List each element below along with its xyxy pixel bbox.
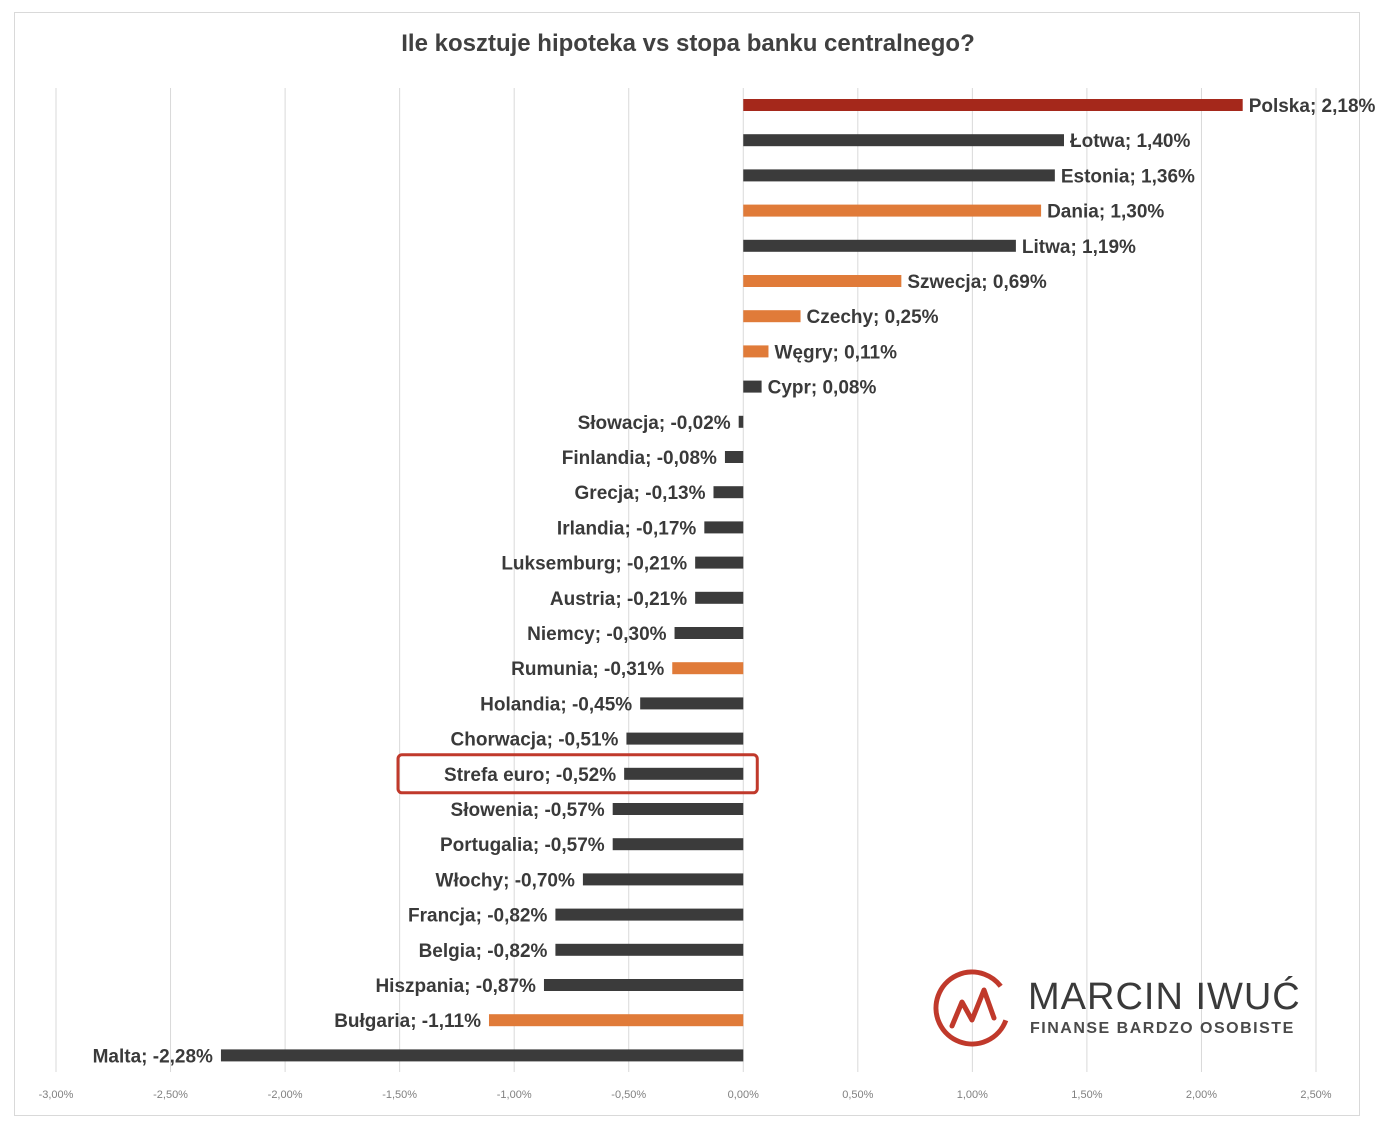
bar-portugalia: [612, 838, 744, 851]
bar-estonia: [743, 169, 1055, 182]
x-tick-label: -2,00%: [268, 1089, 303, 1101]
x-tick-label: 2,50%: [1300, 1089, 1331, 1101]
data-label: Estonia; 1,36%: [1061, 166, 1195, 187]
data-label: Austria; -0,21%: [550, 589, 687, 610]
bar-chorwacja: [626, 732, 744, 745]
logo-mark-icon: [933, 969, 1011, 1047]
data-label: Szwecja; 0,69%: [907, 272, 1047, 293]
bar-holandia: [640, 697, 744, 710]
data-label: Polska; 2,18%: [1249, 96, 1376, 117]
bar-strefa-euro: [624, 767, 744, 780]
bar-niemcy: [674, 627, 744, 639]
bar-grecja: [713, 486, 744, 499]
data-label: Malta; -2,28%: [93, 1046, 213, 1067]
data-label: Włochy; -0,70%: [436, 870, 575, 891]
bar-włochy: [582, 873, 744, 886]
author-logo: MARCIN IWUĆ FINANSE BARDZO OSOBISTE: [932, 968, 1352, 1048]
x-tick-label: 2,00%: [1186, 1089, 1217, 1101]
bar-słowenia: [612, 803, 744, 815]
bar-malta: [220, 1049, 744, 1062]
bar-cypr: [743, 380, 762, 393]
data-label: Grecja; -0,13%: [575, 483, 706, 504]
data-label: Słowenia; -0,57%: [451, 800, 605, 821]
x-tick-label: 0,00%: [728, 1089, 759, 1101]
bar-rumunia: [672, 662, 744, 675]
x-tick-label: 1,50%: [1071, 1089, 1102, 1101]
x-tick-label: -1,00%: [497, 1089, 532, 1101]
bar-francja: [555, 908, 744, 921]
data-label: Francja; -0,82%: [408, 906, 547, 927]
x-tick-label: 0,50%: [842, 1089, 873, 1101]
data-label: Holandia; -0,45%: [480, 694, 632, 715]
bar-słowacja: [738, 415, 744, 428]
data-label: Rumunia; -0,31%: [511, 659, 664, 680]
data-label: Finlandia; -0,08%: [562, 448, 717, 469]
bar-belgia: [555, 943, 744, 956]
data-label: Hiszpania; -0,87%: [375, 976, 536, 997]
gridlines: [55, 88, 1317, 1072]
bar-szwecja: [743, 275, 902, 287]
bar-finlandia: [724, 451, 744, 463]
x-tick-label: -2,50%: [153, 1089, 188, 1101]
data-label: Słowacja; -0,02%: [578, 413, 731, 434]
highlight-box: [396, 753, 759, 795]
data-label: Litwa; 1,19%: [1022, 237, 1136, 258]
bar-węgry: [743, 345, 769, 358]
x-tick-label: -1,50%: [382, 1089, 417, 1101]
bar-luksemburg: [695, 556, 744, 569]
data-label: Portugalia; -0,57%: [440, 835, 605, 856]
bar-austria: [695, 591, 744, 604]
bar-łotwa: [743, 134, 1064, 147]
data-label: Czechy; 0,25%: [807, 307, 939, 328]
highlight-box-layer: [396, 753, 759, 795]
data-label: Węgry; 0,11%: [774, 342, 897, 363]
chart-title: Ile kosztuje hipoteka vs stopa banku cen…: [401, 30, 975, 57]
x-axis-ticks: -3,00% -2,50% -2,00% -1,50% -1,00% -0,50% 0,00…: [39, 1089, 1332, 1101]
bar-bułgaria: [488, 1014, 744, 1027]
bar-litwa: [743, 239, 1016, 252]
chart-frame: [14, 12, 1360, 1116]
bar-czechy: [743, 310, 801, 323]
data-label: Strefa euro; -0,52%: [444, 765, 616, 786]
x-tick-label: -0,50%: [611, 1089, 646, 1101]
bar-irlandia: [704, 521, 744, 534]
logo-tagline: FINANSE BARDZO OSOBISTE: [1030, 1020, 1295, 1037]
data-label: Niemcy; -0,30%: [527, 624, 667, 645]
data-label: Łotwa; 1,40%: [1070, 131, 1190, 152]
bar-hiszpania: [543, 979, 744, 991]
data-labels: Polska; 2,18% Łotwa; 1,40% Estonia; 1,36% D…: [93, 96, 1376, 1067]
bar-polska: [743, 99, 1243, 111]
bars: [220, 99, 1243, 1062]
bar-dania: [743, 204, 1042, 217]
data-label: Chorwacja; -0,51%: [451, 730, 619, 751]
data-label: Luksemburg; -0,21%: [501, 554, 687, 575]
data-label: Irlandia; -0,17%: [557, 518, 696, 539]
data-label: Belgia; -0,82%: [419, 941, 548, 962]
data-label: Dania; 1,30%: [1047, 202, 1164, 223]
x-tick-label: -3,00%: [39, 1089, 74, 1101]
data-label: Cypr; 0,08%: [768, 378, 877, 399]
x-tick-label: 1,00%: [957, 1089, 988, 1101]
logo-name: MARCIN IWUĆ: [1028, 976, 1301, 1018]
data-label: Bułgaria; -1,11%: [334, 1011, 481, 1032]
